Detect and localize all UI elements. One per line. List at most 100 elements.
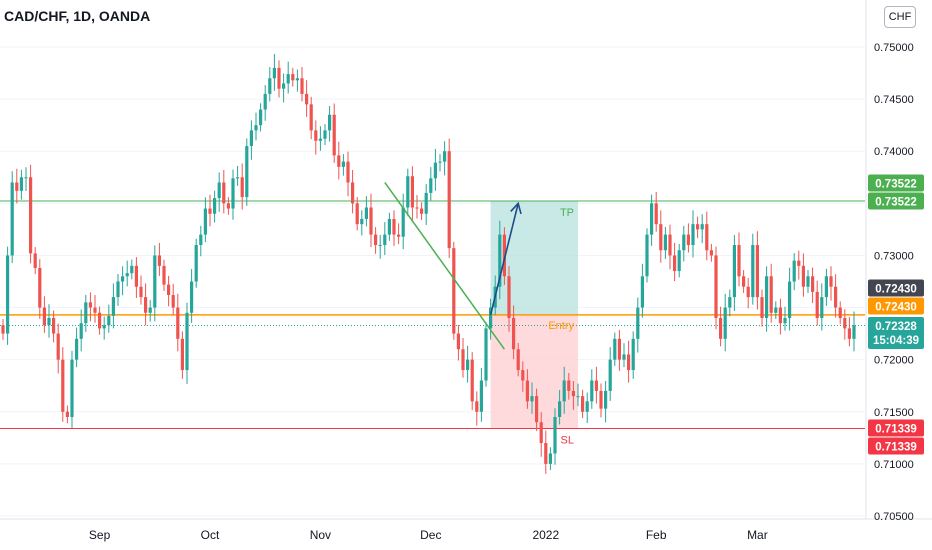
candle-body (525, 380, 529, 402)
candle (438, 154, 442, 172)
candle (1, 319, 5, 340)
candle (737, 232, 741, 287)
candle (742, 270, 746, 293)
candle (10, 171, 14, 263)
candle-body (139, 286, 143, 298)
candle-body (714, 255, 718, 318)
candle-body (157, 255, 161, 266)
candle (475, 391, 479, 426)
candle (29, 164, 33, 264)
candle (268, 67, 272, 102)
candle-body (498, 234, 502, 287)
candle (530, 382, 534, 414)
candle-body (769, 276, 773, 313)
candle-body (631, 338, 635, 371)
candle (700, 214, 704, 244)
price-tick-label: 0.71500 (874, 407, 914, 419)
currency-badge[interactable]: CHF (884, 6, 916, 28)
time-tick-label: Mar (747, 528, 768, 542)
price-tick-label: 0.75000 (874, 42, 914, 54)
candle (783, 306, 787, 331)
candle-body (852, 325, 856, 339)
candle-body (148, 307, 152, 313)
candle (6, 246, 10, 345)
candle (548, 447, 552, 471)
candle (318, 126, 322, 151)
candle (111, 283, 115, 329)
candle (594, 366, 598, 404)
candle-body (351, 182, 355, 204)
candle-body (677, 250, 681, 272)
candle-body (272, 67, 276, 79)
time-tick-label: Oct (201, 528, 220, 542)
candle-body (728, 297, 732, 308)
candle (369, 193, 373, 248)
candle-body (567, 380, 571, 391)
arrow-line (489, 203, 519, 316)
candle-body (263, 93, 267, 110)
entry-price-tag: 0.72430 (868, 297, 924, 315)
candle-body (29, 177, 33, 254)
candle-body (111, 297, 115, 316)
candle-body (185, 312, 189, 371)
candle-body (760, 297, 764, 318)
candle-body (479, 380, 483, 412)
candle-body (774, 307, 778, 313)
candle (19, 169, 23, 200)
candle-body (470, 359, 474, 402)
candle-body (231, 178, 235, 209)
candle-body (723, 307, 727, 339)
candle-body (443, 151, 447, 162)
candle (815, 280, 819, 326)
candle (254, 112, 258, 141)
candle (484, 322, 488, 387)
candle (696, 216, 700, 239)
candle (167, 275, 171, 307)
candle-body (245, 146, 249, 198)
candle-body (475, 401, 479, 412)
time-tick-label: Feb (646, 528, 667, 542)
candle-body (364, 207, 368, 219)
candle-body (208, 208, 212, 214)
time-tick-label: Nov (310, 528, 331, 542)
candle-body (249, 130, 253, 147)
candle (346, 151, 350, 197)
candle (144, 283, 148, 326)
candle (360, 210, 364, 236)
time-tick-label: Dec (420, 528, 441, 542)
candle-body (834, 286, 838, 308)
candle-body (79, 323, 83, 339)
candle-body (107, 315, 111, 326)
candle (38, 259, 42, 319)
candle-body (15, 182, 19, 191)
candle-body (576, 396, 580, 398)
candle (15, 168, 19, 204)
candle-body (378, 245, 382, 247)
candle-body (438, 161, 442, 163)
candle-body (751, 245, 755, 298)
candle (305, 80, 309, 117)
candle-body (341, 161, 345, 167)
candle-body (392, 218, 396, 235)
candle-body (553, 416, 557, 454)
candle-body (544, 443, 548, 464)
candle-body (84, 302, 88, 324)
candle-body (397, 234, 401, 237)
candle-body (700, 224, 704, 230)
candle (213, 190, 217, 223)
candle-body (673, 255, 677, 272)
candle-body (797, 260, 801, 266)
candle-body (433, 162, 437, 179)
candle (355, 197, 359, 231)
candle-body (222, 182, 226, 204)
candle-body (622, 354, 626, 360)
candle-body (737, 245, 741, 277)
candle (245, 138, 249, 206)
candle-body (484, 328, 488, 381)
candle (42, 296, 46, 333)
candle (171, 283, 175, 316)
candle (806, 270, 810, 293)
candle-body (56, 333, 60, 360)
